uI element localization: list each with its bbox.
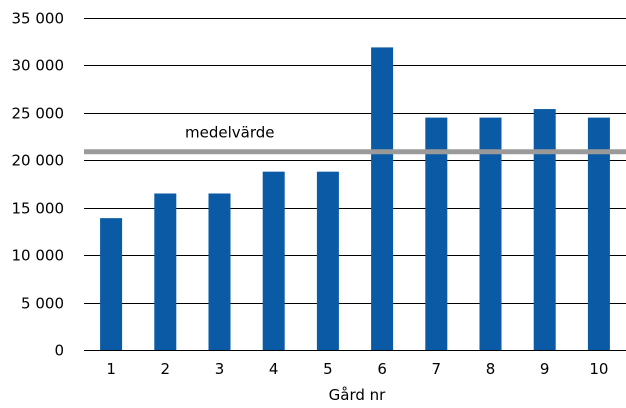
bar (533, 109, 556, 350)
x-tick-label: 5 (323, 360, 333, 378)
y-tick-label: 35 000 (12, 10, 65, 28)
x-tick-label: 9 (540, 360, 550, 378)
bars (100, 47, 610, 351)
y-axis-ticks: 0 5 000 10 000 15 000 20 000 25 000 30 000 35 0… (12, 10, 65, 360)
bar (479, 117, 502, 350)
y-tick-label: 10 000 (12, 247, 65, 265)
y-tick-label: 5 000 (21, 295, 64, 313)
x-axis-ticks: 1 2 3 4 5 6 7 8 9 10 (106, 360, 608, 378)
x-tick-label: 7 (432, 360, 442, 378)
x-tick-label: 8 (486, 360, 496, 378)
bar (100, 218, 123, 350)
bar (154, 193, 177, 350)
y-tick-label: 20 000 (12, 152, 65, 170)
bar (425, 117, 448, 350)
x-tick-label: 4 (269, 360, 279, 378)
bar (316, 171, 339, 350)
bar (587, 117, 610, 350)
x-axis-title: Gård nr (329, 386, 387, 404)
bar (208, 193, 231, 350)
bar (371, 47, 394, 351)
x-tick-label: 10 (589, 360, 608, 378)
y-tick-label: 30 000 (12, 57, 65, 75)
bar (262, 171, 285, 350)
mean-label: medelvärde (185, 124, 274, 142)
x-tick-label: 2 (161, 360, 171, 378)
x-tick-label: 6 (377, 360, 387, 378)
y-tick-label: 0 (54, 342, 64, 360)
x-tick-label: 1 (106, 360, 116, 378)
y-tick-label: 15 000 (12, 200, 65, 218)
y-tick-label: 25 000 (12, 105, 65, 123)
reference-line-group: medelvärde (84, 124, 626, 155)
x-tick-label: 3 (215, 360, 225, 378)
